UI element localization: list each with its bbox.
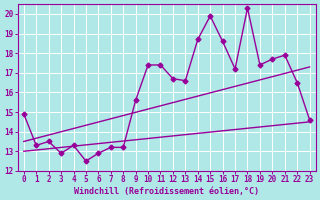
X-axis label: Windchill (Refroidissement éolien,°C): Windchill (Refroidissement éolien,°C)	[74, 187, 259, 196]
